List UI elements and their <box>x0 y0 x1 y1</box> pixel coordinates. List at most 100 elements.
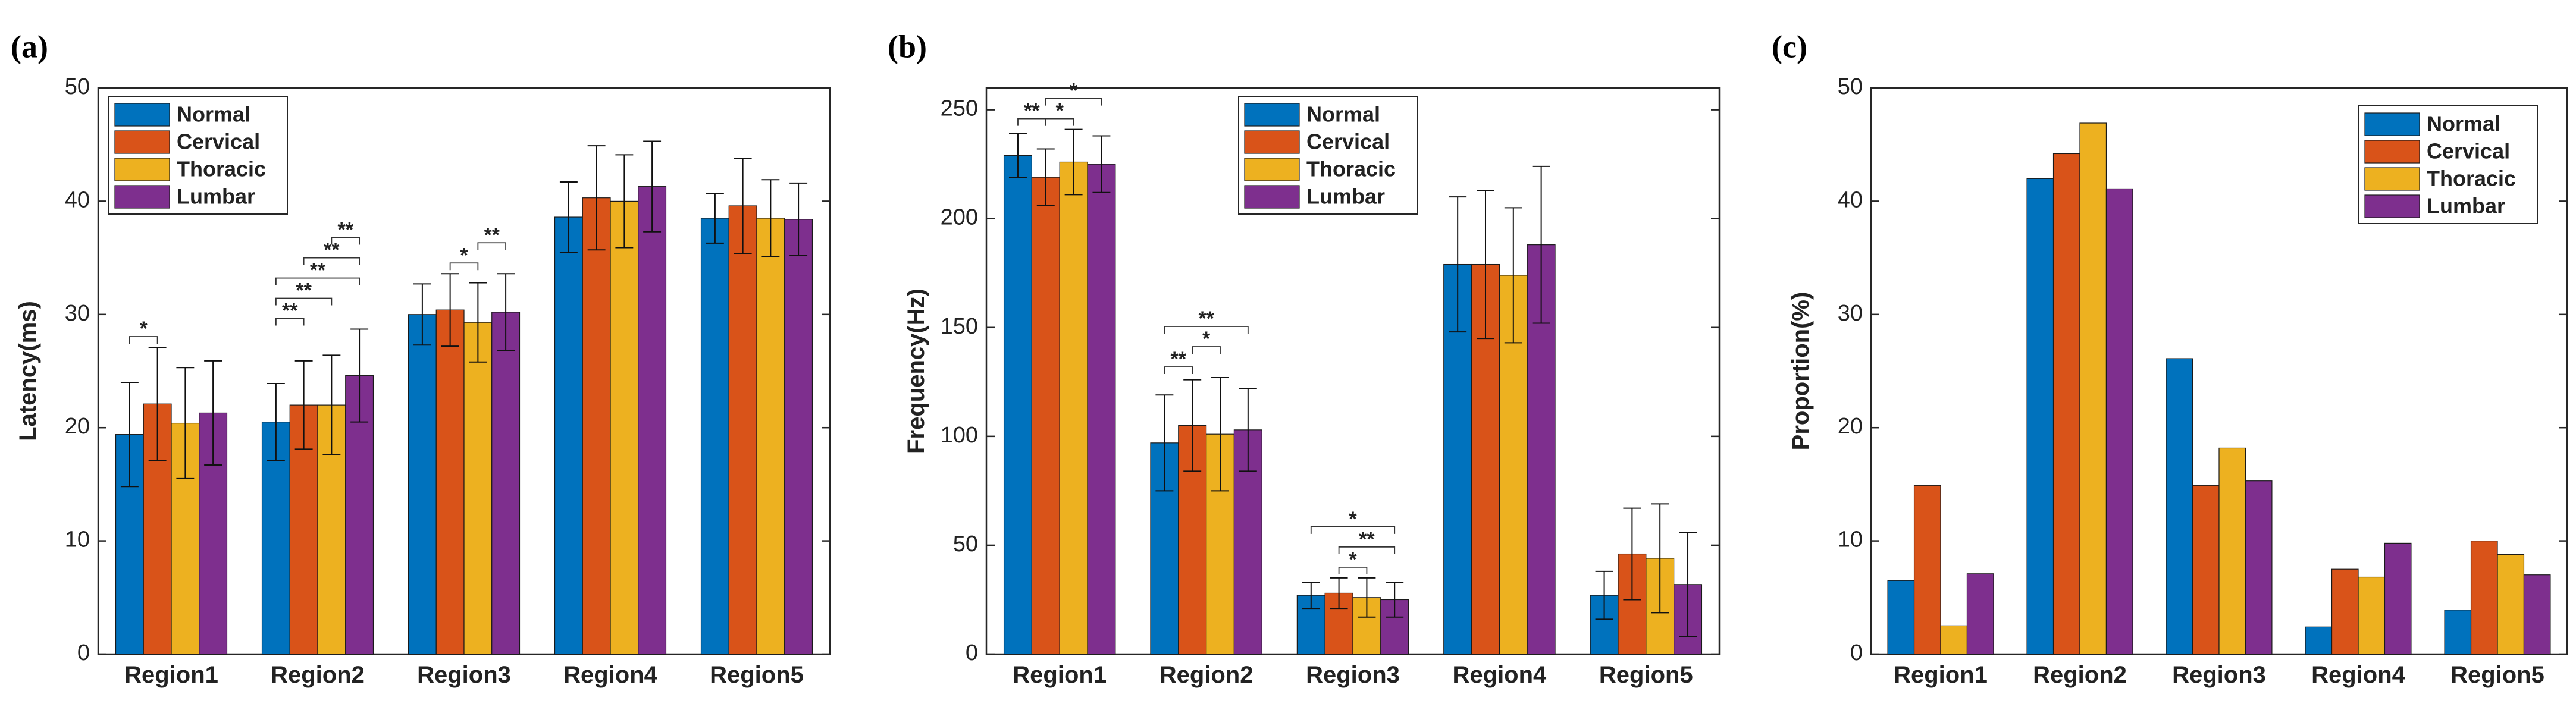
x-tick-label: Region4 <box>563 662 658 688</box>
legend-swatch-thoracic <box>2364 167 2420 191</box>
x-tick-label: Region1 <box>124 662 218 688</box>
x-tick-label: Region4 <box>1453 662 1547 688</box>
bar-normal <box>2305 626 2333 655</box>
legend-label-cervical: Cervical <box>2427 139 2510 164</box>
bar-lumbar <box>2245 480 2273 655</box>
panel-label: (b) <box>888 29 927 64</box>
bar-normal <box>554 216 583 655</box>
bar-thoracic <box>1059 161 1088 655</box>
y-tick-label: 40 <box>65 187 90 212</box>
y-tick-label: 50 <box>953 532 978 557</box>
y-tick-label: 0 <box>1850 640 1863 665</box>
significance-bracket <box>477 242 507 250</box>
legend-swatch-cervical <box>114 130 170 154</box>
significance-label: * <box>460 244 468 266</box>
legend-label-thoracic: Thoracic <box>1306 157 1396 181</box>
legend-label-normal: Normal <box>1306 102 1380 127</box>
legend-label-lumbar: Lumbar <box>2427 194 2505 218</box>
bar-lumbar <box>491 312 521 655</box>
significance-label: ** <box>1171 348 1187 370</box>
x-tick-label: Region2 <box>1159 662 1253 688</box>
legend-swatch-thoracic <box>114 158 170 181</box>
bar-thoracic <box>2358 576 2386 655</box>
significance-label: * <box>1349 548 1357 571</box>
bar-normal <box>2026 178 2054 655</box>
significance-label: ** <box>310 259 326 282</box>
y-tick-label: 10 <box>65 527 90 552</box>
bar-thoracic <box>756 218 785 655</box>
significance-bracket <box>1192 346 1221 354</box>
y-tick-label: 40 <box>1838 187 1863 212</box>
bar-normal <box>1887 580 1915 655</box>
bar-cervical <box>1913 485 1941 655</box>
legend-label-cervical: Cervical <box>177 130 260 154</box>
panel-c-proportion-chart: (c) 0 10 20 30 40 50 Region1 Region2 Region3 Regio… <box>1772 29 2568 688</box>
significance-bracket <box>1338 566 1368 574</box>
y-tick-label: 10 <box>1838 527 1863 552</box>
bar-normal <box>408 314 437 655</box>
bar-thoracic <box>2497 554 2525 655</box>
significance-bracket <box>449 262 479 271</box>
bar-cervical <box>2470 540 2498 655</box>
x-tick-label: Region1 <box>1894 662 1988 688</box>
significance-bracket <box>1164 366 1193 374</box>
y-tick-label: 0 <box>77 640 90 665</box>
x-tick-label: Region3 <box>417 662 511 688</box>
x-tick-label: Region5 <box>1599 662 1693 688</box>
legend-swatch-lumbar <box>114 185 170 209</box>
bar-thoracic <box>610 200 639 655</box>
y-tick-label: 50 <box>65 74 90 99</box>
y-tick-label: 250 <box>941 96 978 121</box>
bar-cervical <box>2192 485 2220 655</box>
bar-cervical <box>582 197 611 655</box>
bar-thoracic <box>1940 625 1968 655</box>
bar-cervical <box>1031 177 1060 655</box>
y-tick-label: 150 <box>941 314 978 339</box>
bar-normal <box>1003 155 1032 655</box>
significance-label: * <box>1349 508 1357 530</box>
significance-bracket <box>303 257 361 265</box>
bar-thoracic <box>2079 122 2107 655</box>
significance-bracket <box>1045 118 1074 126</box>
significance-bracket <box>331 237 361 245</box>
significance-label: * <box>1056 100 1064 122</box>
legend-label-normal: Normal <box>2427 112 2500 136</box>
significance-label: ** <box>282 300 298 322</box>
bar-lumbar <box>1087 164 1116 655</box>
x-tick-label: Region2 <box>271 662 365 688</box>
legend-label-lumbar: Lumbar <box>1306 184 1385 209</box>
x-tick-label: Region1 <box>1013 662 1107 688</box>
legend-swatch-normal <box>114 103 170 127</box>
y-axis-title: Latency(ms) <box>15 301 41 441</box>
significance-label: * <box>140 318 148 340</box>
significance-bracket <box>275 277 361 285</box>
significance-label: ** <box>1359 528 1375 551</box>
significance-bracket <box>275 318 305 326</box>
bar-lumbar <box>2384 542 2412 655</box>
panel-b-frequency-chart: (b) 0 50 100 150 200 250 Region1 Region2 Region3 R… <box>888 29 1721 688</box>
y-tick-label: 30 <box>1838 301 1863 326</box>
bar-lumbar <box>2523 574 2551 655</box>
legend-label-cervical: Cervical <box>1306 130 1390 154</box>
legend-label-thoracic: Thoracic <box>177 157 266 181</box>
bar-normal <box>2444 610 2472 655</box>
panel-label: (a) <box>11 29 48 64</box>
panel-label: (c) <box>1772 29 1807 64</box>
bar-lumbar <box>638 186 667 655</box>
x-tick-label: Region2 <box>2033 662 2127 688</box>
x-tick-label: Region3 <box>1306 662 1400 688</box>
significance-bracket <box>1164 326 1249 334</box>
bar-lumbar <box>784 219 813 655</box>
y-axis-title: Frequency(Hz) <box>903 288 929 454</box>
legend-swatch-lumbar <box>2364 194 2420 218</box>
legend-swatch-cervical <box>1244 130 1300 154</box>
significance-bracket <box>129 336 158 344</box>
significance-label: ** <box>296 279 312 302</box>
legend-label-thoracic: Thoracic <box>2427 166 2516 191</box>
y-tick-label: 20 <box>65 414 90 439</box>
bar-thoracic <box>2218 447 2246 655</box>
bar-normal <box>2166 358 2193 655</box>
y-tick-label: 20 <box>1838 414 1863 439</box>
x-tick-label: Region5 <box>710 662 804 688</box>
legend-label-lumbar: Lumbar <box>177 184 255 209</box>
